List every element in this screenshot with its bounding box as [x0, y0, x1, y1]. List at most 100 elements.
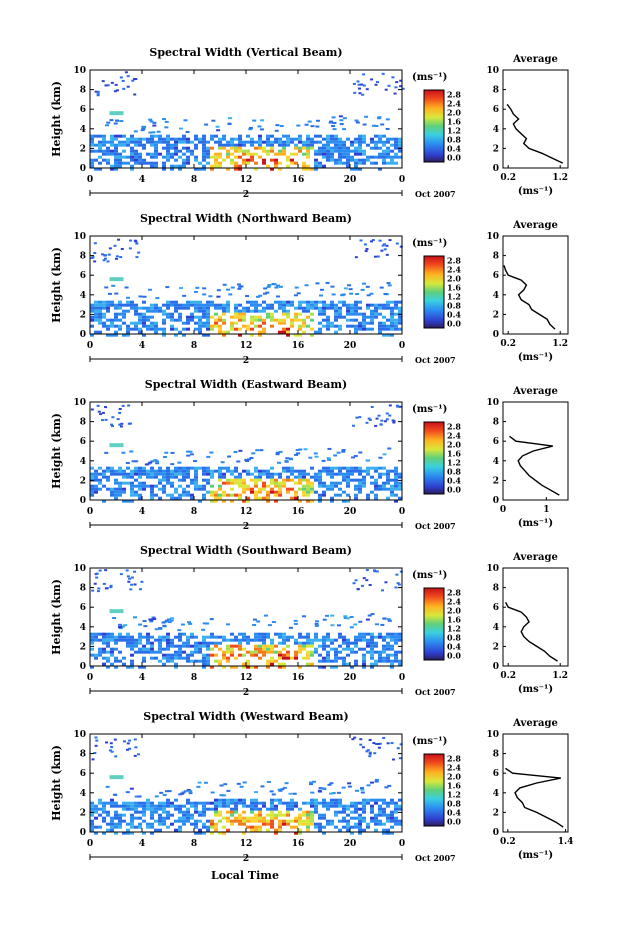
heatmap-cell: [122, 487, 126, 491]
heatmap-cell: [174, 665, 178, 669]
heatmap-cell: [109, 111, 124, 116]
x-tick-label: 8: [191, 341, 197, 351]
heatmap-cell: [190, 318, 194, 322]
colorbar-tick-label: 1.6: [447, 781, 461, 791]
heatmap-cell: [94, 490, 98, 494]
heatmap-cell: [142, 804, 146, 808]
heatmap-cell: [326, 155, 330, 159]
heatmap-cell: [142, 324, 146, 328]
heatmap-cell: [391, 758, 395, 761]
date-label: Oct 2007: [415, 189, 456, 199]
heatmap-cell: [114, 804, 118, 808]
heatmap-cell: [374, 312, 378, 316]
heatmap-cell: [258, 807, 262, 811]
heatmap-cell: [318, 787, 323, 790]
heatmap-cell: [230, 647, 234, 651]
heatmap-cell: [342, 149, 346, 153]
heatmap-cell: [306, 653, 310, 657]
heatmap-cell: [162, 662, 166, 666]
heatmap-cell: [250, 638, 254, 642]
heatmap-cell: [310, 798, 314, 802]
heatmap-cell: [202, 801, 206, 805]
heatmap-cell: [398, 137, 402, 141]
heatmap-cell: [94, 475, 98, 479]
colorbar-tick-label: 2.4: [447, 99, 461, 109]
average-y-tick-label: 6: [493, 603, 499, 613]
heatmap-cells: [90, 238, 403, 337]
heatmap-cell: [381, 72, 385, 75]
heatmap-cell: [93, 752, 97, 755]
x-tick-label: 16: [292, 839, 305, 849]
heatmap-cell: [106, 146, 110, 150]
heatmap-cell: [190, 801, 194, 805]
heatmap-cell: [369, 781, 374, 784]
heatmap-cell: [398, 487, 402, 491]
heatmap-cell: [278, 318, 282, 322]
heatmap-cell: [154, 460, 159, 463]
heatmap-cell: [398, 481, 402, 485]
heatmap-cell: [392, 420, 396, 423]
heatmap-cell: [278, 641, 282, 645]
heatmap-cell: [252, 623, 257, 626]
heatmap-cell: [189, 453, 194, 456]
heatmap-cell: [266, 813, 270, 817]
heatmap-cell: [318, 469, 322, 473]
heatmap-cell: [386, 137, 390, 141]
heatmap-cell: [254, 496, 258, 500]
heatmap-cell: [98, 143, 102, 147]
heatmap-cell: [338, 137, 342, 141]
heatmap-cell: [210, 493, 214, 497]
heatmap-cell: [162, 635, 166, 639]
heatmap-cell: [254, 303, 258, 307]
heatmap-cell: [198, 499, 202, 503]
heatmap-cell: [190, 635, 194, 639]
heatmap-cell: [202, 662, 206, 666]
heatmap-cell: [206, 653, 210, 657]
heatmap-cell: [342, 152, 346, 156]
heatmap-cell: [274, 158, 278, 162]
heatmap-cell: [110, 798, 114, 802]
heatmap-cell: [142, 312, 146, 316]
heatmap-cell: [162, 155, 166, 159]
heatmap-cell: [398, 496, 402, 500]
heatmap-cell: [186, 306, 190, 310]
average-x-label: (ms⁻¹): [518, 850, 553, 861]
heatmap-cell: [298, 475, 302, 479]
heatmap-cell: [154, 330, 158, 334]
heatmap-cell: [138, 638, 142, 642]
heatmap-cell: [358, 484, 362, 488]
heatmap-cell: [258, 472, 262, 476]
heatmap-cell: [338, 487, 342, 491]
heatmap-cell: [355, 293, 360, 296]
heatmap-cell: [366, 143, 370, 147]
heatmap-cell: [266, 312, 270, 316]
heatmap-cell: [142, 125, 147, 128]
heatmap-cell: [354, 327, 358, 331]
heatmap-cell: [286, 469, 290, 473]
heatmap-cell: [166, 152, 170, 156]
heatmap-cell: [258, 324, 262, 328]
heatmap-cell: [330, 481, 334, 485]
heatmap-cell: [154, 828, 158, 832]
heatmap-cell: [266, 490, 270, 494]
heatmap-cell: [330, 638, 334, 642]
heatmap-cell: [102, 158, 106, 162]
heatmap-cell: [286, 143, 290, 147]
heatmap-cell: [142, 813, 146, 817]
heatmap-cell: [302, 330, 306, 334]
heatmap-cell: [342, 819, 346, 823]
heatmap-cell: [226, 481, 230, 485]
heatmap-cell: [110, 140, 114, 144]
heatmap-cell: [222, 330, 226, 334]
heatmap-cell: [110, 164, 114, 168]
heatmap-cell: [334, 659, 338, 663]
colorbar-tick-label: 0.8: [447, 799, 461, 809]
heatmap-cell: [230, 650, 234, 654]
heatmap-cell: [246, 816, 250, 820]
heatmap-cell: [308, 783, 313, 786]
heatmap-cell: [258, 146, 262, 150]
heatmap-cell: [245, 459, 250, 462]
heatmap-cell: [226, 140, 230, 144]
heatmap-cell: [386, 481, 390, 485]
heatmap-cell: [306, 819, 310, 823]
